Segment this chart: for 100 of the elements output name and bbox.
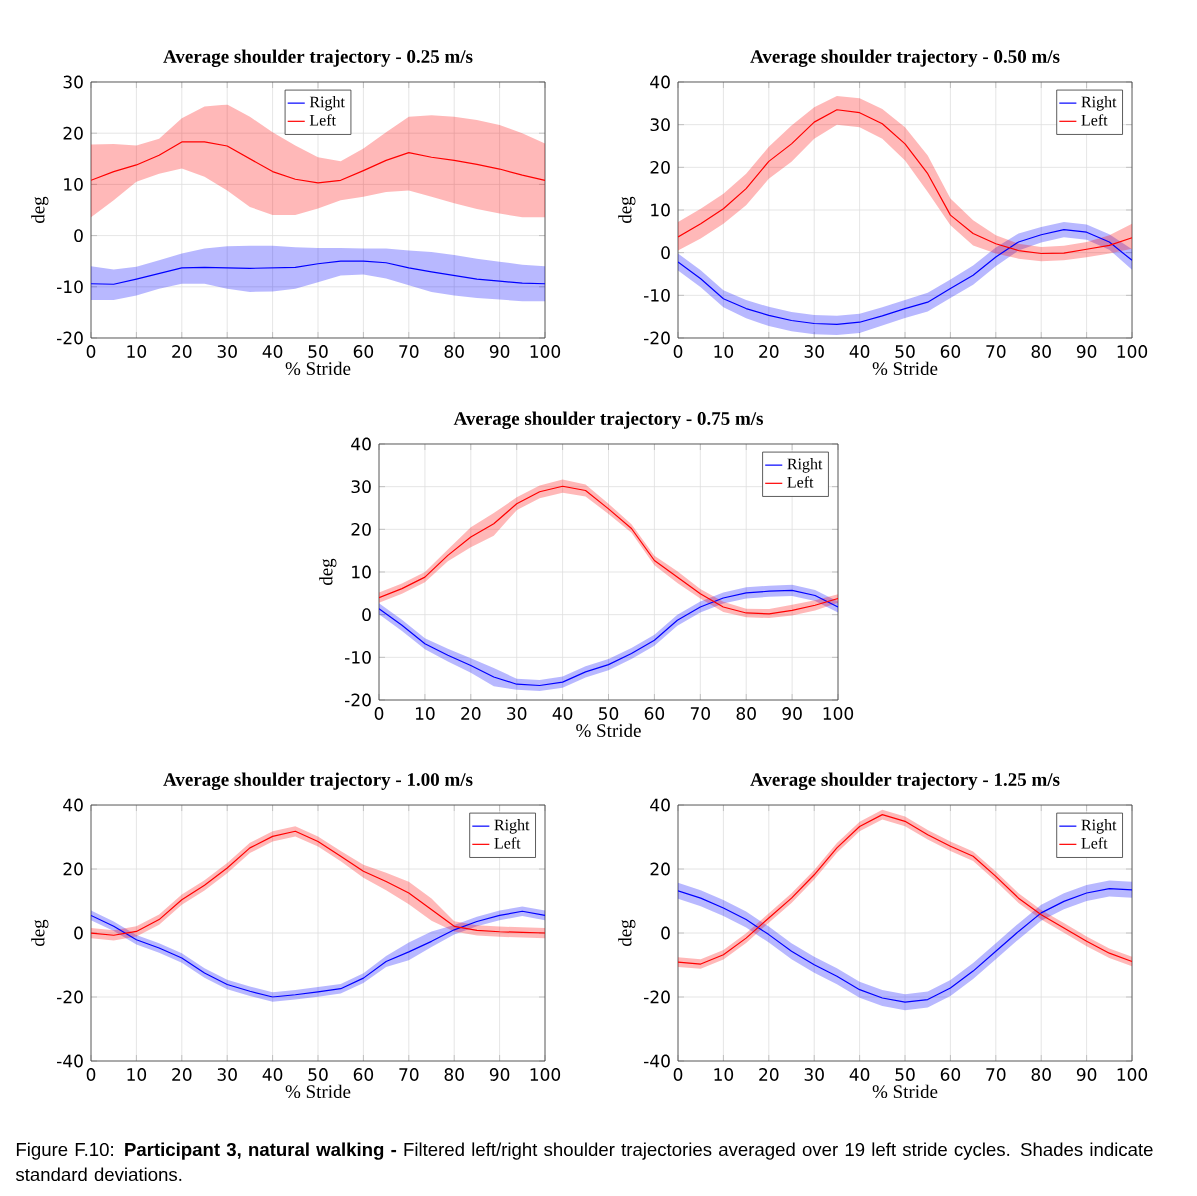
x-tick-label: 20 bbox=[461, 707, 481, 720]
chart-title: Average shoulder trajectory - 1.00 m/s bbox=[163, 772, 473, 790]
legend-label: Left bbox=[787, 476, 814, 488]
x-tick-label: 0 bbox=[673, 1068, 683, 1081]
legend-label: Right bbox=[1081, 819, 1117, 834]
x-tick-label: 70 bbox=[399, 1068, 419, 1081]
legend-label: Right bbox=[309, 96, 345, 111]
x-tick-label: 70 bbox=[399, 345, 419, 358]
x-tick-label: 0 bbox=[86, 1068, 96, 1081]
x-tick-label: 80 bbox=[444, 1068, 464, 1081]
x-tick-label: 60 bbox=[353, 345, 374, 358]
x-tick-label: 60 bbox=[940, 1068, 961, 1081]
y-tick-label: 40 bbox=[351, 437, 371, 451]
x-tick-label: 70 bbox=[986, 345, 1006, 358]
y-tick-label: 0 bbox=[74, 229, 83, 243]
x-tick-label: 10 bbox=[714, 1068, 734, 1081]
x-tick-label: 0 bbox=[86, 345, 96, 358]
x-tick-label: 100 bbox=[1117, 1068, 1148, 1081]
y-tick-label: 40 bbox=[650, 798, 670, 812]
x-tick-label: 10 bbox=[415, 707, 435, 720]
y-tick-label: -10 bbox=[56, 280, 83, 294]
y-tick-label: 30 bbox=[63, 75, 83, 89]
x-tick-label: 80 bbox=[736, 707, 756, 720]
legend-label: Left bbox=[494, 837, 521, 849]
y-axis-title: deg bbox=[31, 919, 49, 947]
x-tick-label: 50 bbox=[895, 1068, 915, 1081]
y-tick-label: -40 bbox=[56, 1054, 83, 1068]
x-tick-label: 40 bbox=[849, 1068, 870, 1081]
text: Figure F.10: Participant 3, natural walking - Filtered left/right shoulder trajectories averaged over 19 left stride cycles. Shades indicate standard deviations. bbox=[15, 1142, 1153, 1182]
x-tick-label: 40 bbox=[262, 1068, 283, 1081]
x-tick-label: 90 bbox=[1076, 345, 1097, 358]
y-axis-title: deg bbox=[618, 196, 636, 224]
x-axis-title: % Stride bbox=[872, 1084, 938, 1099]
legend-label: Left bbox=[1081, 837, 1108, 849]
y-tick-label: 40 bbox=[650, 75, 670, 89]
x-tick-label: 20 bbox=[759, 345, 779, 358]
legend-label: Right bbox=[494, 819, 530, 834]
y-tick-label: 10 bbox=[352, 565, 371, 579]
legend-label: Left bbox=[309, 114, 336, 126]
x-tick-label: 90 bbox=[489, 345, 510, 358]
x-tick-label: 90 bbox=[1076, 1068, 1097, 1081]
chart-title: Average shoulder trajectory - 0.50 m/s bbox=[750, 49, 1060, 67]
x-tick-label: 90 bbox=[782, 707, 802, 720]
y-tick-label: -20 bbox=[56, 331, 83, 345]
y-tick-label: -10 bbox=[644, 288, 670, 302]
x-axis-title: % Stride bbox=[576, 723, 641, 738]
x-tick-label: 0 bbox=[673, 345, 683, 358]
line-series bbox=[678, 229, 1133, 325]
y-axis-title: deg bbox=[319, 558, 337, 586]
x-tick-label: 40 bbox=[552, 707, 573, 720]
x-tick-label: 100 bbox=[1117, 345, 1148, 358]
x-tick-label: 80 bbox=[444, 345, 464, 358]
x-tick-label: 50 bbox=[895, 345, 915, 358]
y-tick-label: 10 bbox=[64, 177, 83, 191]
y-tick-label: -10 bbox=[344, 650, 371, 664]
y-axis-title: deg bbox=[31, 196, 49, 224]
y-tick-label: -20 bbox=[344, 693, 371, 707]
x-tick-label: 30 bbox=[217, 345, 237, 358]
y-tick-label: -20 bbox=[644, 990, 670, 1004]
x-tick-label: 100 bbox=[823, 707, 854, 720]
x-tick-label: 60 bbox=[353, 1068, 374, 1081]
x-tick-label: 30 bbox=[507, 707, 527, 720]
x-tick-label: 50 bbox=[308, 1068, 328, 1081]
x-tick-label: 40 bbox=[849, 345, 870, 358]
y-tick-label: 20 bbox=[650, 160, 670, 174]
x-tick-label: 30 bbox=[804, 1068, 824, 1081]
legend-label: Right bbox=[787, 458, 823, 473]
x-tick-label: 60 bbox=[940, 345, 961, 358]
x-tick-label: 10 bbox=[127, 345, 147, 358]
chart-title: Average shoulder trajectory - 0.25 m/s bbox=[163, 49, 473, 67]
x-tick-label: 70 bbox=[986, 1068, 1006, 1081]
x-tick-label: 20 bbox=[172, 1068, 192, 1081]
y-tick-label: 20 bbox=[351, 522, 371, 536]
x-tick-label: 80 bbox=[1031, 345, 1051, 358]
x-tick-label: 20 bbox=[759, 1068, 779, 1081]
x-axis-title: % Stride bbox=[285, 361, 351, 376]
x-tick-label: 90 bbox=[489, 1068, 510, 1081]
y-tick-label: 20 bbox=[63, 126, 83, 140]
y-tick-label: 30 bbox=[351, 480, 371, 494]
x-tick-label: 50 bbox=[599, 707, 619, 720]
x-tick-label: 40 bbox=[262, 345, 283, 358]
x-tick-label: 80 bbox=[1031, 1068, 1051, 1081]
legend-label: Left bbox=[1081, 114, 1108, 126]
y-tick-label: 0 bbox=[74, 926, 83, 940]
legend-label: Right bbox=[1081, 96, 1117, 111]
x-tick-label: 20 bbox=[172, 345, 192, 358]
x-tick-label: 10 bbox=[714, 345, 734, 358]
chart-title: Average shoulder trajectory - 0.75 m/s bbox=[453, 411, 763, 429]
y-tick-label: 0 bbox=[661, 926, 670, 940]
y-tick-label: 10 bbox=[651, 203, 670, 217]
chart-title: Average shoulder trajectory - 1.25 m/s bbox=[750, 772, 1060, 790]
x-tick-label: 50 bbox=[308, 345, 328, 358]
y-tick-label: -20 bbox=[644, 331, 670, 345]
y-tick-label: -40 bbox=[644, 1054, 670, 1068]
y-tick-label: 20 bbox=[650, 862, 670, 876]
x-axis-title: % Stride bbox=[872, 361, 938, 376]
x-tick-label: 100 bbox=[530, 345, 561, 358]
x-tick-label: 30 bbox=[217, 1068, 237, 1081]
y-axis-title: deg bbox=[618, 919, 636, 947]
x-tick-label: 70 bbox=[690, 707, 710, 720]
